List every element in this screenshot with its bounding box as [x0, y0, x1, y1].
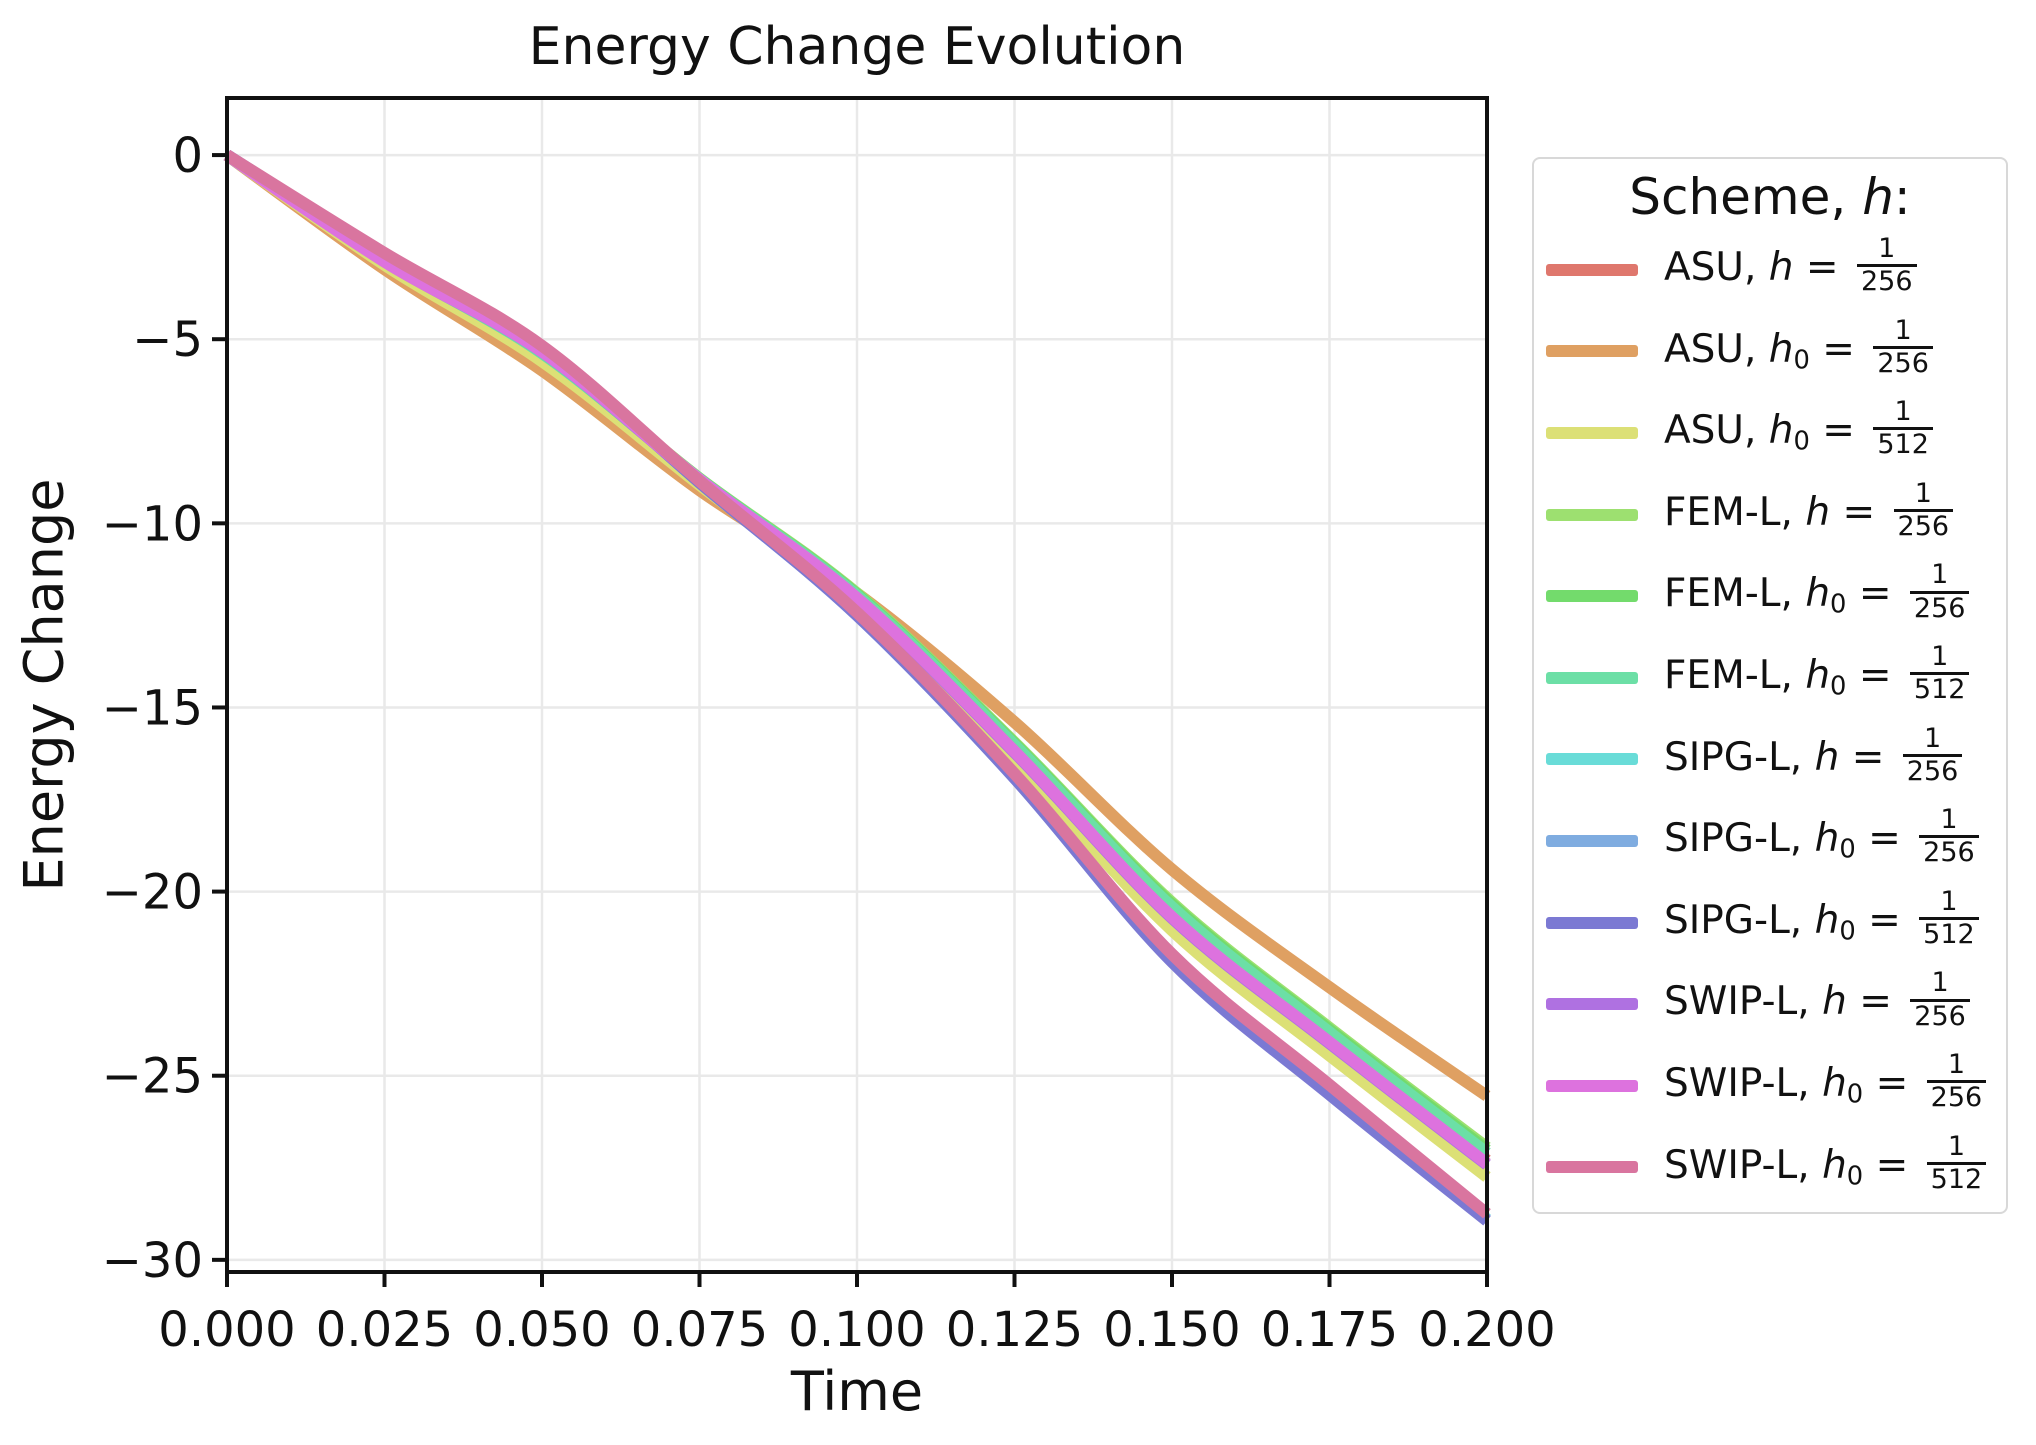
legend-item: FEM-L, h0 = 1 512 — [1534, 637, 2006, 719]
legend-swatch — [1546, 916, 1638, 929]
legend-label: SWIP-L, h0 = 1 256 — [1664, 1049, 1987, 1117]
legend-title: Scheme, h: — [1534, 165, 2006, 229]
legend-label: SIPG-L, h0 = 1 512 — [1664, 886, 1979, 954]
y-axis-label: Energy Change — [12, 478, 76, 892]
legend-title-prefix: Scheme, — [1629, 168, 1863, 226]
legend-swatch — [1546, 426, 1638, 439]
y-tick-label: −10 — [102, 496, 203, 552]
x-tick-label: 0.200 — [1418, 1302, 1555, 1358]
series-lines — [223, 149, 1491, 1226]
legend-label: SWIP-L, h0 = 1 512 — [1664, 1131, 1987, 1199]
x-tick-label: 0.150 — [1103, 1302, 1240, 1358]
legend-item: SIPG-L, h = 1 256 — [1534, 719, 2006, 801]
legend-item: SIPG-L, h0 = 1 512 — [1534, 882, 2006, 964]
fraction: 1 256 — [1893, 478, 1954, 542]
legend-label: ASU, h = 1 256 — [1664, 233, 1917, 301]
y-tick-label: −25 — [102, 1049, 203, 1105]
legend-title-suffix: : — [1893, 168, 1911, 226]
legend-label: SIPG-L, h = 1 256 — [1664, 723, 1963, 791]
legend-item: SWIP-L, h0 = 1 512 — [1534, 1127, 2006, 1209]
legend-label: ASU, h0 = 1 256 — [1664, 315, 1933, 383]
x-tick-label: 0.125 — [946, 1302, 1083, 1358]
fraction: 1 512 — [1926, 1131, 1987, 1195]
legend-label: SIPG-L, h0 = 1 256 — [1664, 804, 1979, 872]
series-line — [223, 149, 1491, 1219]
y-tick-label: −20 — [102, 865, 203, 921]
legend-items: ASU, h = 1 256 ASU, h0 = 1 256 ASU, h0 = 1 51… — [1534, 229, 2006, 1208]
legend-item: FEM-L, h0 = 1 256 — [1534, 555, 2006, 637]
chart-title: Energy Change Evolution — [528, 17, 1186, 77]
legend-label: SWIP-L, h = 1 256 — [1664, 968, 1970, 1035]
fraction: 1 256 — [1909, 560, 1970, 623]
fraction: 1 256 — [1910, 968, 1970, 1031]
fraction: 1 512 — [1873, 397, 1933, 460]
legend-swatch — [1546, 263, 1638, 276]
legend-item: SIPG-L, h0 = 1 256 — [1534, 800, 2006, 882]
legend-label: FEM-L, h = 1 256 — [1664, 478, 1954, 546]
legend-swatch — [1546, 671, 1638, 684]
legend-swatch — [1546, 998, 1638, 1011]
fraction: 1 256 — [1926, 1049, 1987, 1113]
legend-item: SWIP-L, h = 1 256 — [1534, 963, 2006, 1045]
x-axis-label: Time — [790, 1360, 924, 1423]
y-tick-label: 0 — [172, 128, 203, 184]
legend-item: FEM-L, h = 1 256 — [1534, 474, 2006, 556]
fraction: 1 512 — [1919, 886, 1979, 950]
legend-item: SWIP-L, h0 = 1 256 — [1534, 1045, 2006, 1127]
legend-label: ASU, h0 = 1 512 — [1664, 397, 1933, 464]
fraction: 1 512 — [1909, 641, 1970, 705]
x-tick-label: 0.025 — [316, 1302, 453, 1358]
legend-swatch — [1546, 753, 1638, 766]
legend-item: ASU, h0 = 1 256 — [1534, 311, 2006, 393]
fraction: 1 256 — [1873, 315, 1933, 379]
legend-item: ASU, h0 = 1 512 — [1534, 392, 2006, 474]
axis-ticks: 0.000 0.025 0.050 0.075 0.100 0.125 0.150 0.175… — [102, 128, 1556, 1358]
legend-swatch — [1546, 508, 1638, 521]
y-tick-label: −5 — [132, 312, 203, 368]
series-line — [223, 150, 1491, 1169]
y-tick-label: −30 — [102, 1233, 203, 1289]
x-tick-label: 0.000 — [158, 1302, 295, 1358]
legend: Scheme, h: ASU, h = 1 256 ASU, h0 = 1 256 AS… — [1532, 157, 2008, 1214]
x-tick-label: 0.100 — [788, 1302, 925, 1358]
x-tick-label: 0.050 — [473, 1302, 610, 1358]
legend-swatch — [1546, 590, 1638, 603]
legend-item: ASU, h = 1 256 — [1534, 229, 2006, 311]
legend-title-symbol: h — [1862, 168, 1894, 226]
x-tick-label: 0.075 — [631, 1302, 768, 1358]
legend-label: FEM-L, h0 = 1 512 — [1664, 641, 1970, 709]
fraction: 1 256 — [1919, 804, 1979, 868]
fraction: 1 256 — [1902, 723, 1963, 787]
legend-swatch — [1546, 1079, 1638, 1092]
x-tick-label: 0.175 — [1261, 1302, 1398, 1358]
y-tick-label: −15 — [102, 680, 203, 736]
legend-swatch — [1546, 1161, 1638, 1174]
fraction: 1 256 — [1856, 233, 1917, 297]
legend-swatch — [1546, 345, 1638, 358]
legend-swatch — [1546, 834, 1638, 847]
legend-label: FEM-L, h0 = 1 256 — [1664, 560, 1970, 627]
